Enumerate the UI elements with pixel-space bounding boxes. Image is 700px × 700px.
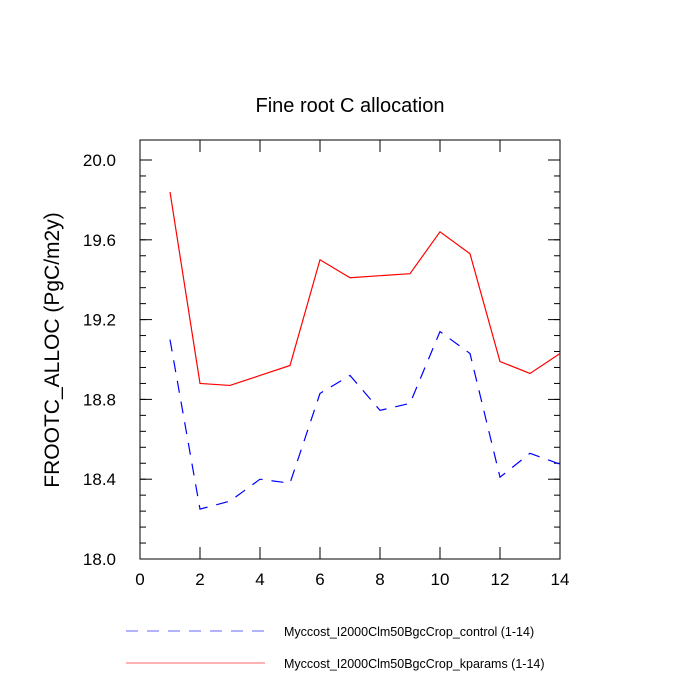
y-tick-label: 19.2 (83, 311, 116, 330)
x-tick-label: 6 (315, 570, 324, 589)
axes: 0 2 4 6 8 10 12 14 18.0 18.4 18.8 19.2 19.6 20.0 (83, 139, 570, 589)
legend: Myccost_I2000Clm50BgcCrop_control (1-14)… (126, 625, 545, 671)
y-tick-label: 18.0 (83, 550, 116, 569)
legend-label-1: Myccost_I2000Clm50BgcCrop_kparams (1-14) (284, 657, 545, 671)
y-tick-label: 18.8 (83, 390, 116, 409)
x-tick-label: 10 (431, 570, 450, 589)
y-tick-label: 19.6 (83, 231, 116, 250)
y-tick-label: 18.4 (83, 470, 116, 489)
x-tick-label: 14 (551, 570, 570, 589)
x-tick-label: 8 (375, 570, 384, 589)
series-line-0 (169, 330, 561, 510)
y-axis-label: FROOTC_ALLOC (PgC/m2y) (41, 212, 64, 487)
legend-label-0: Myccost_I2000Clm50BgcCrop_control (1-14) (284, 625, 534, 639)
x-tick-label: 12 (491, 570, 510, 589)
plot-lines (169, 191, 561, 510)
x-tick-label: 0 (135, 570, 144, 589)
y-tick-label: 20.0 (83, 151, 116, 170)
x-tick-label: 2 (195, 570, 204, 589)
chart-title: Fine root C allocation (256, 95, 445, 117)
x-tick-label: 4 (255, 570, 264, 589)
plot-frame (139, 139, 561, 560)
series-line-1 (169, 191, 561, 387)
